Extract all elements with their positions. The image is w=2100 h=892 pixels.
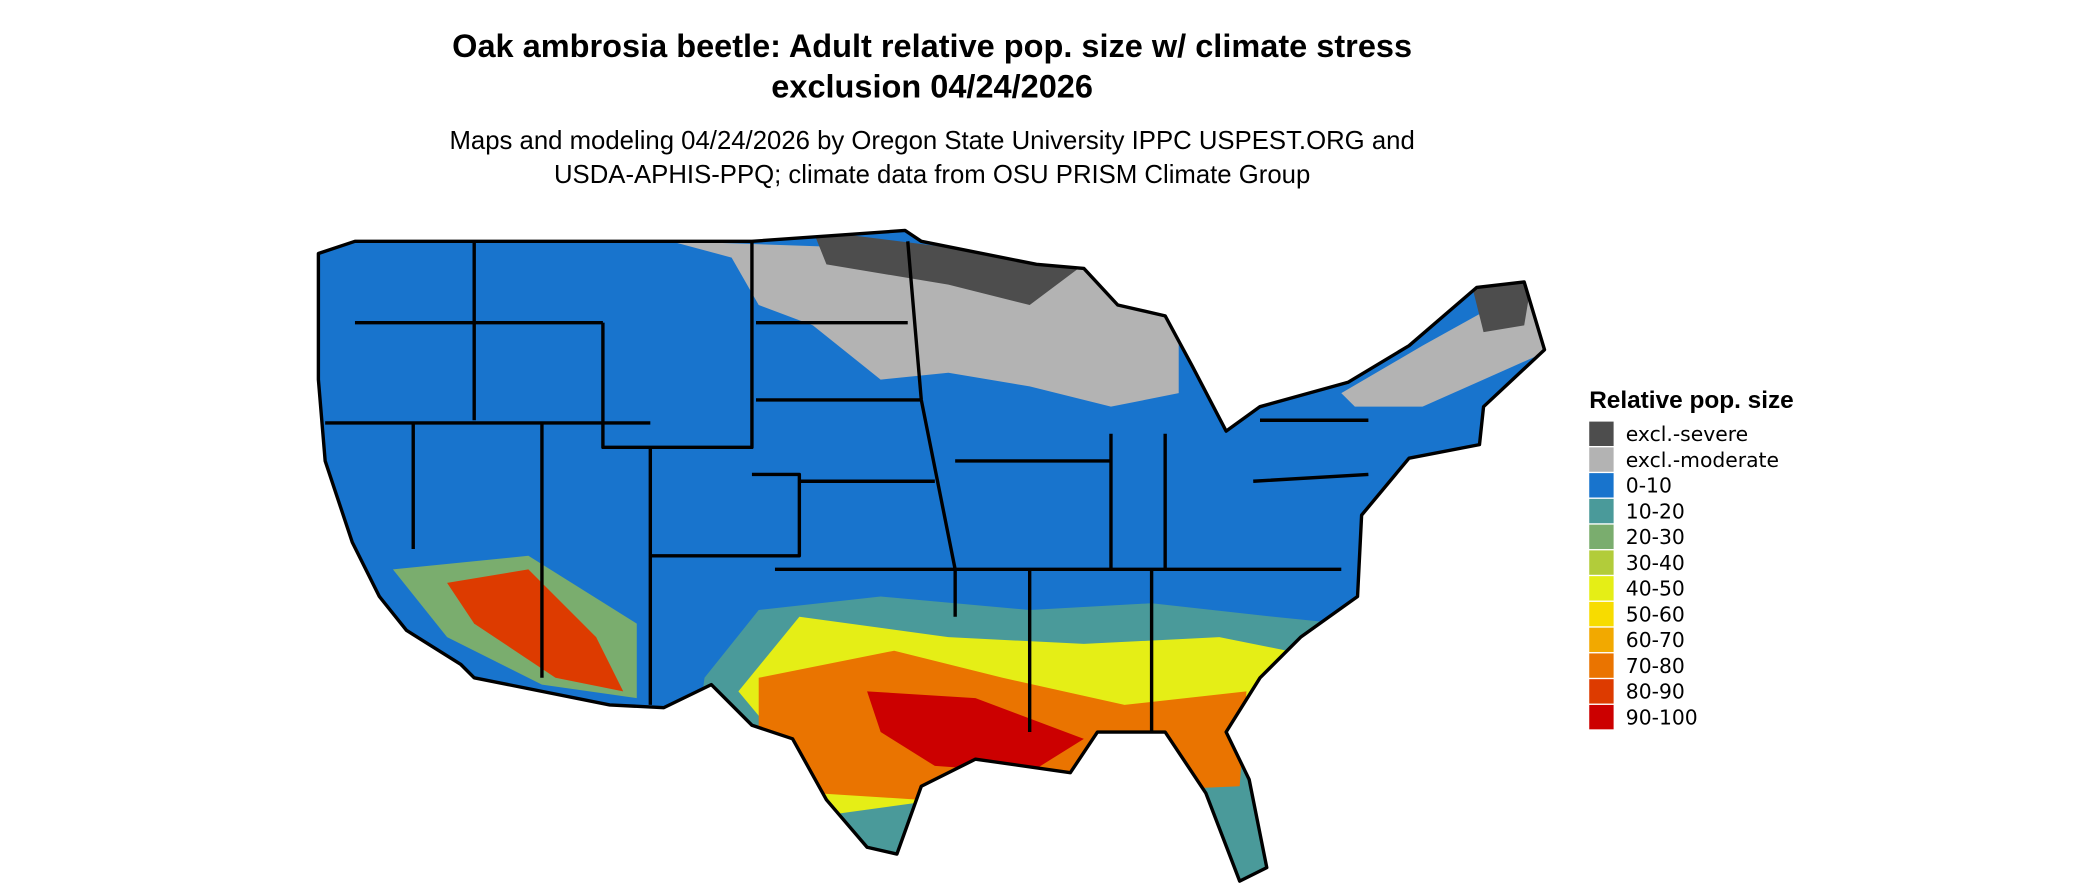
legend-swatch (1589, 601, 1614, 627)
legend-title: Relative pop. size (1589, 387, 1793, 414)
legend-label: 70-80 (1626, 654, 1685, 678)
title-line: exclusion 04/24/2026 (771, 69, 1093, 105)
legend-swatch (1589, 704, 1614, 730)
legend-swatch (1589, 679, 1614, 704)
title-line: Oak ambrosia beetle: Adult relative pop.… (452, 28, 1412, 64)
legend-label: 30-40 (1626, 551, 1685, 575)
legend-label: 40-50 (1626, 577, 1685, 601)
legend-label: 60-70 (1626, 628, 1685, 652)
subtitle-line: USDA-APHIS-PPQ; climate data from OSU PR… (554, 161, 1310, 189)
legend-swatch (1589, 576, 1614, 601)
legend-swatch (1589, 550, 1614, 575)
legend-label: 90-100 (1626, 705, 1698, 729)
legend-swatch (1589, 627, 1614, 653)
legend-label: 0-10 (1626, 474, 1672, 498)
legend-label: 80-90 (1626, 680, 1685, 704)
us-map (316, 228, 1547, 883)
legend-label: 10-20 (1626, 499, 1685, 523)
legend-label: 20-30 (1626, 525, 1685, 549)
legend-swatch (1589, 421, 1614, 446)
legend-swatch (1589, 473, 1614, 498)
legend-label: excl.-moderate (1626, 448, 1779, 472)
legend-label: excl.-severe (1626, 422, 1748, 446)
legend-swatch (1589, 447, 1614, 472)
legend-swatch (1589, 498, 1614, 524)
subtitle-line: Maps and modeling 04/24/2026 by Oregon S… (449, 127, 1414, 155)
legend: excl.-severeexcl.-moderate0-1010-2020-30… (1589, 421, 1779, 730)
legend-swatch (1589, 524, 1614, 550)
legend-swatch (1589, 653, 1614, 678)
legend-label: 50-60 (1626, 602, 1685, 626)
